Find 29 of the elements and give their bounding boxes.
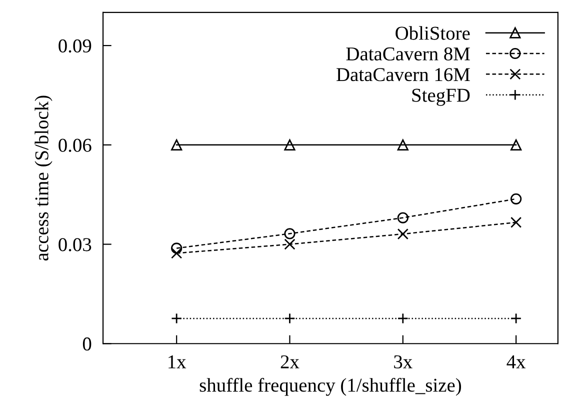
point xyxy=(171,139,182,150)
point xyxy=(284,238,296,250)
x-tick-label: 3x xyxy=(394,355,412,368)
x-tick-label: 1x xyxy=(168,355,186,368)
point xyxy=(397,139,408,150)
x-axis-title: shuffle frequency (1/shuffle_size) xyxy=(200,378,462,396)
point xyxy=(510,139,522,150)
y-tick-label: 0 xyxy=(82,337,92,351)
point xyxy=(510,216,522,228)
point xyxy=(510,312,522,324)
legend-label: DataCavern 8M xyxy=(346,47,470,60)
y-tick-label: 0.09 xyxy=(58,39,92,53)
legend-label: ObliStore xyxy=(396,26,470,40)
point xyxy=(171,242,182,254)
legend-label: DataCavern 16M xyxy=(336,68,470,82)
y-axis-title: access time (S/block) xyxy=(34,96,52,260)
legend-label: StegFD xyxy=(412,88,470,106)
point xyxy=(171,248,182,259)
point xyxy=(397,228,408,240)
point xyxy=(171,312,182,324)
point xyxy=(284,139,296,150)
y-tick-label: 0.03 xyxy=(58,238,92,252)
x-tick-label: 2x xyxy=(280,355,300,368)
point xyxy=(284,228,296,240)
point xyxy=(510,193,522,204)
point xyxy=(397,212,408,224)
y-tick-label: 0.06 xyxy=(58,138,92,152)
x-tick-label: 4x xyxy=(506,355,526,368)
point xyxy=(397,312,408,324)
